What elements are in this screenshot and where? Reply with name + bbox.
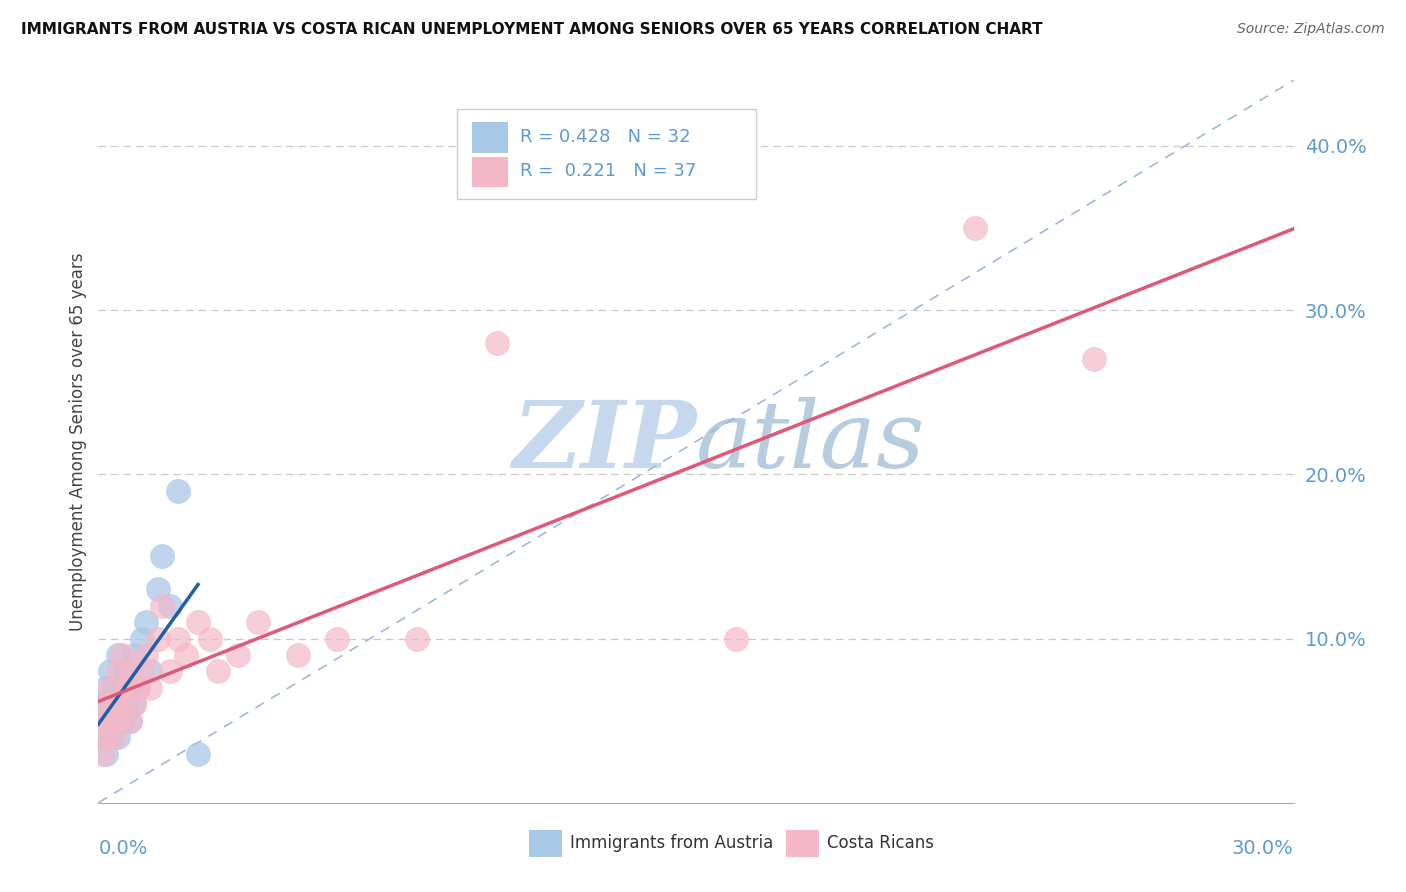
Point xyxy=(187,747,209,761)
Point xyxy=(91,714,114,728)
Point xyxy=(326,632,349,646)
FancyBboxPatch shape xyxy=(529,830,562,857)
Point xyxy=(98,681,122,695)
Point xyxy=(226,648,249,662)
Point xyxy=(963,221,986,235)
Point xyxy=(107,698,129,712)
Point xyxy=(98,698,122,712)
Point xyxy=(96,747,118,761)
Point xyxy=(135,615,157,630)
Point xyxy=(111,681,134,695)
Point xyxy=(148,632,170,646)
Point xyxy=(246,615,269,630)
Text: 30.0%: 30.0% xyxy=(1232,838,1294,858)
Point xyxy=(135,648,157,662)
Point xyxy=(96,698,118,712)
Point xyxy=(159,599,181,613)
Point xyxy=(120,681,142,695)
Point xyxy=(98,730,122,744)
Point xyxy=(150,549,173,564)
Point xyxy=(111,714,134,728)
Text: ZIP: ZIP xyxy=(512,397,696,486)
Point xyxy=(107,665,129,679)
Point xyxy=(115,698,138,712)
Point xyxy=(103,681,125,695)
Point xyxy=(207,665,229,679)
Point xyxy=(139,681,162,695)
FancyBboxPatch shape xyxy=(786,830,820,857)
Point xyxy=(115,681,138,695)
Point xyxy=(111,648,134,662)
Point xyxy=(111,698,134,712)
Point xyxy=(127,681,149,695)
Point xyxy=(174,648,197,662)
Point xyxy=(187,615,209,630)
Point xyxy=(124,698,146,712)
Point xyxy=(107,648,129,662)
Point xyxy=(131,665,153,679)
Point xyxy=(98,665,122,679)
Point xyxy=(120,665,142,679)
Point xyxy=(120,714,142,728)
Point xyxy=(103,730,125,744)
Point xyxy=(91,730,114,744)
FancyBboxPatch shape xyxy=(457,109,756,200)
Point xyxy=(96,730,118,744)
Point xyxy=(120,714,142,728)
Point xyxy=(724,632,747,646)
Point xyxy=(96,681,118,695)
Point xyxy=(107,730,129,744)
Point xyxy=(91,698,114,712)
Text: Costa Ricans: Costa Ricans xyxy=(827,834,935,852)
Point xyxy=(167,632,190,646)
Point xyxy=(287,648,309,662)
FancyBboxPatch shape xyxy=(472,122,509,153)
Text: atlas: atlas xyxy=(696,397,925,486)
Point xyxy=(124,648,146,662)
Point xyxy=(150,599,173,613)
Text: IMMIGRANTS FROM AUSTRIA VS COSTA RICAN UNEMPLOYMENT AMONG SENIORS OVER 65 YEARS : IMMIGRANTS FROM AUSTRIA VS COSTA RICAN U… xyxy=(21,22,1043,37)
Text: R = 0.428   N = 32: R = 0.428 N = 32 xyxy=(520,128,690,145)
Point xyxy=(198,632,221,646)
Point xyxy=(91,747,114,761)
Point xyxy=(406,632,429,646)
Point xyxy=(103,714,125,728)
Point xyxy=(115,665,138,679)
Text: Source: ZipAtlas.com: Source: ZipAtlas.com xyxy=(1237,22,1385,37)
Text: 0.0%: 0.0% xyxy=(98,838,148,858)
Point xyxy=(159,665,181,679)
Point xyxy=(96,698,118,712)
Point xyxy=(103,698,125,712)
Point xyxy=(1083,352,1105,367)
Point xyxy=(139,665,162,679)
Text: R =  0.221   N = 37: R = 0.221 N = 37 xyxy=(520,162,696,180)
Point xyxy=(96,714,118,728)
Point xyxy=(91,714,114,728)
Point xyxy=(124,698,146,712)
Point xyxy=(485,336,508,351)
FancyBboxPatch shape xyxy=(472,157,509,187)
Point xyxy=(148,582,170,597)
Y-axis label: Unemployment Among Seniors over 65 years: Unemployment Among Seniors over 65 years xyxy=(69,252,87,631)
Text: Immigrants from Austria: Immigrants from Austria xyxy=(571,834,773,852)
Point xyxy=(98,714,122,728)
Point xyxy=(167,483,190,498)
Point xyxy=(131,632,153,646)
Point xyxy=(127,681,149,695)
Point xyxy=(107,714,129,728)
